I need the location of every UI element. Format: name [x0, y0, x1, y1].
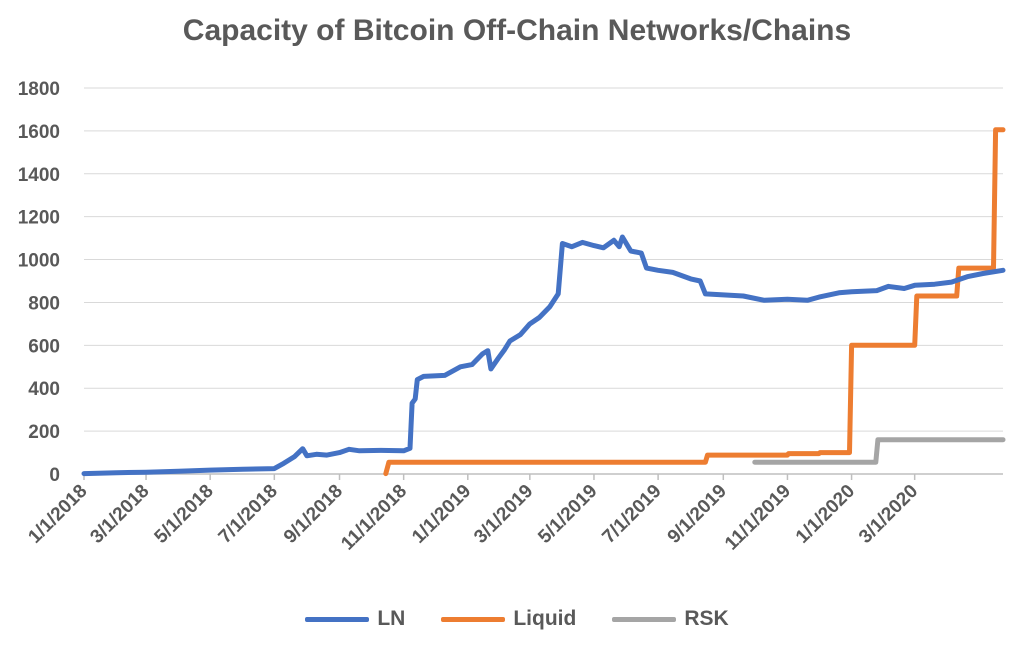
series-lines [81, 127, 1006, 477]
legend-item-liquid: Liquid [441, 607, 576, 631]
x-tick-label: 9/1/2019 [664, 481, 731, 548]
y-axis-ticks: 0 200 400 600 800 1000 1200 1400 1600 1800 [18, 79, 60, 486]
legend-label: LN [377, 607, 406, 630]
y-tick-label: 1800 [18, 79, 60, 100]
legend: LN Liquid RSK [0, 607, 1034, 631]
x-tick-label: 1/1/2020 [792, 481, 859, 548]
x-tick-label: 11/1/2019 [721, 481, 795, 555]
x-tick-label: 9/1/2018 [280, 481, 347, 548]
x-tick-label: 7/1/2019 [598, 481, 665, 548]
series-line-liquid [383, 127, 1006, 477]
x-tick-label: 1/1/2019 [408, 481, 475, 548]
y-tick-label: 800 [28, 293, 60, 314]
x-axis-ticks: 1/1/20183/1/20185/1/20187/1/20189/1/2018… [24, 474, 922, 555]
x-tick-label: 3/1/2019 [470, 481, 537, 548]
x-tick-label: 5/1/2018 [151, 481, 218, 548]
y-tick-label: 1600 [18, 122, 60, 143]
chart-title: Capacity of Bitcoin Off-Chain Networks/C… [182, 14, 852, 47]
legend-label: Liquid [513, 607, 577, 630]
legend-item-rsk: RSK [612, 607, 729, 631]
y-tick-label: 1400 [18, 165, 60, 186]
series-line-ln [81, 234, 1006, 477]
legend-item-ln: LN [305, 607, 405, 631]
y-tick-label: 1200 [18, 208, 60, 229]
legend-label: RSK [684, 607, 729, 630]
legend-swatch [612, 616, 677, 622]
gridlines [84, 87, 1003, 432]
x-tick-label: 5/1/2019 [534, 481, 601, 548]
x-tick-label: 3/1/2020 [855, 481, 922, 548]
series-line-rsk [752, 437, 1006, 465]
legend-swatch [441, 616, 506, 622]
y-tick-label: 400 [28, 379, 60, 400]
y-tick-label: 600 [28, 336, 60, 357]
y-tick-label: 0 [49, 465, 60, 486]
y-tick-label: 200 [28, 422, 60, 443]
line-chart: 0 200 400 600 800 1000 1200 1400 1600 1800 1/1/20… [18, 79, 1006, 555]
x-tick-label: 7/1/2018 [215, 481, 282, 548]
y-tick-label: 1000 [18, 251, 60, 272]
x-tick-label: 3/1/2018 [86, 481, 153, 548]
legend-swatch [305, 616, 370, 622]
x-tick-label: 1/1/2018 [24, 481, 91, 548]
x-tick-label: 11/1/2018 [337, 481, 411, 555]
